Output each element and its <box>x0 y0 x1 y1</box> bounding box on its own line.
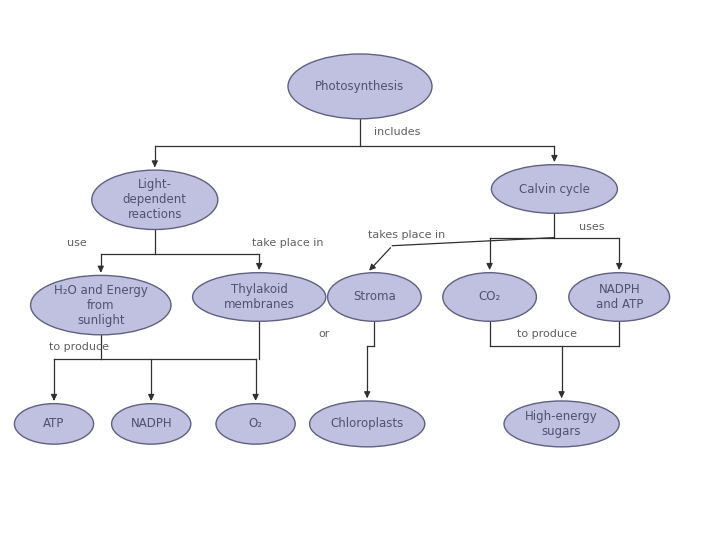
Text: uses: uses <box>580 222 605 232</box>
Ellipse shape <box>288 54 432 119</box>
Text: Chloroplasts: Chloroplasts <box>330 417 404 430</box>
Text: Stroma: Stroma <box>353 291 396 303</box>
Text: or: or <box>318 329 330 339</box>
Text: O₂: O₂ <box>248 417 263 430</box>
Text: Photosynthesis: Photosynthesis <box>315 80 405 93</box>
Ellipse shape <box>443 273 536 321</box>
Ellipse shape <box>504 401 619 447</box>
Text: Thylakoid
membranes: Thylakoid membranes <box>224 283 294 311</box>
Ellipse shape <box>491 165 618 213</box>
Text: High-energy
sugars: High-energy sugars <box>525 410 598 438</box>
Text: Light-
dependent
reactions: Light- dependent reactions <box>123 178 186 221</box>
Ellipse shape <box>31 275 171 335</box>
Ellipse shape <box>193 273 325 321</box>
Text: NADPH
and ATP: NADPH and ATP <box>595 283 643 311</box>
Text: NADPH: NADPH <box>130 417 172 430</box>
Ellipse shape <box>569 273 670 321</box>
Text: take place in: take place in <box>252 238 323 248</box>
Ellipse shape <box>14 404 94 444</box>
Text: to produce: to produce <box>517 329 577 339</box>
Ellipse shape <box>92 170 218 230</box>
Ellipse shape <box>328 273 421 321</box>
Text: H₂O and Energy
from
sunlight: H₂O and Energy from sunlight <box>54 284 148 327</box>
Ellipse shape <box>112 404 191 444</box>
Text: CO₂: CO₂ <box>479 291 500 303</box>
Ellipse shape <box>310 401 425 447</box>
Text: takes place in: takes place in <box>368 230 446 240</box>
Ellipse shape <box>216 404 295 444</box>
Text: Calvin cycle: Calvin cycle <box>519 183 590 195</box>
Text: use: use <box>67 238 86 248</box>
Text: includes: includes <box>374 127 420 137</box>
Text: to produce: to produce <box>49 342 109 352</box>
Text: ATP: ATP <box>43 417 65 430</box>
